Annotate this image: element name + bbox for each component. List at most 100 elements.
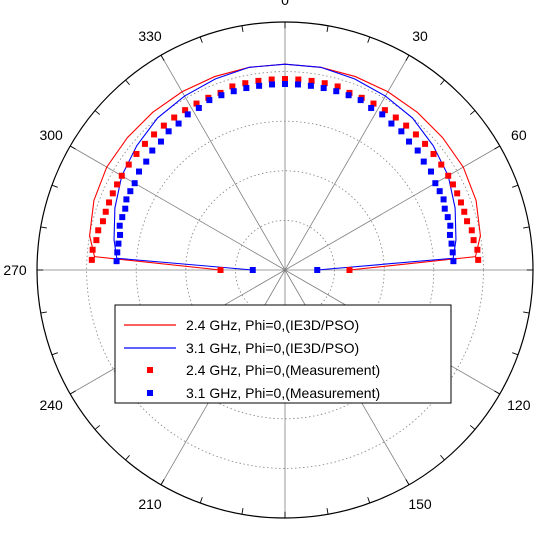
legend-label-meas-31: 3.1 GHz, Phi=0,(Measurement) [186, 385, 380, 401]
series-2-marker-17 [182, 107, 189, 114]
legend-swatch-meas-24 [147, 367, 153, 373]
series-2-marker-6 [102, 208, 109, 215]
series-3-marker-21 [230, 88, 237, 95]
angle-label-180: 180 [273, 532, 297, 535]
polar-tick-100 [523, 311, 530, 314]
polar-tick-260 [40, 311, 47, 314]
grid-spoke-60 [284, 145, 500, 271]
polar-tick-200 [199, 497, 203, 504]
series-3-marker-32 [368, 104, 375, 111]
series-2-marker-24 [268, 76, 275, 83]
polar-tick-350 [241, 25, 244, 32]
series-3-marker-35 [398, 128, 405, 135]
polar-tick-60 [494, 145, 500, 150]
series-3-marker-23 [256, 82, 263, 89]
series-3-marker-37 [414, 147, 421, 154]
polar-tick-340 [199, 36, 203, 43]
polar-tick-40 [440, 79, 445, 86]
angle-label-300: 300 [39, 127, 63, 143]
series-2-marker-50 [346, 267, 353, 273]
series-2-marker-16 [171, 114, 178, 121]
series-3-marker-14 [157, 138, 164, 145]
series-2-marker-40 [445, 172, 452, 179]
series-2-marker-5 [99, 218, 106, 225]
series-layer [88, 63, 482, 273]
series-3-marker-16 [175, 120, 182, 127]
angle-tick-labels: 0306090120150180210240270300330 [3, 0, 531, 535]
series-2-marker-43 [457, 199, 464, 206]
polar-grid [36, 21, 534, 519]
series-2-marker-9 [114, 181, 121, 188]
series-3-marker-38 [420, 158, 427, 165]
polar-tick-240 [70, 390, 76, 395]
series-2-marker-26 [295, 76, 302, 83]
series-2-marker-18 [193, 100, 200, 107]
series-3-marker-6 [119, 214, 126, 221]
polar-tick-290 [51, 184, 58, 188]
polar-tick-80 [523, 226, 530, 229]
polar-tick-170 [326, 508, 329, 515]
series-3-marker-44 [444, 214, 451, 221]
series-2-marker-23 [255, 77, 262, 84]
series-2-marker-4 [95, 227, 102, 234]
series-3-marker-40 [432, 180, 439, 187]
series-2-marker-36 [412, 131, 419, 138]
polar-tick-310 [94, 110, 101, 115]
series-3-marker-1 [113, 258, 120, 265]
series-3-marker-15 [165, 128, 172, 135]
series-2-marker-42 [454, 190, 461, 197]
series-2-marker-44 [461, 208, 468, 215]
polar-tick-280 [40, 226, 47, 229]
series-2-marker-38 [430, 150, 437, 157]
series-2-marker-2 [89, 246, 96, 253]
series-3-marker-28 [320, 85, 327, 92]
series-3-marker-45 [447, 222, 454, 229]
grid-spoke-30 [284, 55, 410, 271]
series-2-marker-29 [334, 83, 341, 90]
series-2-marker-1 [88, 256, 95, 263]
series-3-marker-7 [122, 205, 129, 212]
angle-label-150: 150 [408, 496, 432, 512]
polar-tick-210 [160, 479, 165, 485]
series-3-marker-50 [314, 267, 321, 273]
legend-label-ie3d-24: 2.4 GHz, Phi=0,(IE3D/PSO) [186, 317, 359, 333]
polar-tick-120 [494, 390, 500, 395]
angle-label-0: 0 [281, 0, 289, 8]
polar-tick-150 [405, 479, 410, 485]
series-2-marker-28 [321, 80, 328, 87]
series-3-marker-42 [440, 196, 447, 203]
series-2-marker-48 [474, 246, 481, 253]
series-2-marker-41 [449, 181, 456, 188]
polar-tick-20 [367, 36, 371, 43]
series-3-marker-8 [123, 196, 130, 203]
series-3-marker-47 [448, 240, 455, 247]
series-3-marker-9 [127, 188, 134, 195]
series-2-marker-11 [125, 161, 132, 168]
series-3-marker-30 [345, 92, 352, 99]
series-3-marker-24 [269, 81, 276, 88]
series-3-marker-29 [333, 88, 340, 95]
series-3-marker-17 [184, 111, 191, 118]
series-3-marker-12 [143, 158, 150, 165]
series-2-marker-37 [422, 140, 429, 147]
series-2-marker-39 [438, 161, 445, 168]
series-2-marker-8 [109, 190, 116, 197]
legend: 2.4 GHz, Phi=0,(IE3D/PSO) 3.1 GHz, Phi=0… [114, 304, 452, 404]
series-2-marker-3 [93, 237, 100, 244]
polar-tick-220 [125, 454, 130, 461]
angle-label-120: 120 [507, 397, 531, 413]
series-3-marker-36 [406, 138, 413, 145]
series-2-marker-0 [217, 267, 224, 273]
polar-tick-70 [512, 184, 519, 188]
series-3-marker-34 [388, 120, 395, 127]
series-2-marker-45 [464, 218, 471, 225]
series-line-1 [113, 63, 457, 271]
angle-label-30: 30 [412, 28, 428, 44]
series-2-marker-33 [381, 107, 388, 114]
legend-label-ie3d-31: 3.1 GHz, Phi=0,(IE3D/PSO) [186, 340, 359, 356]
polar-tick-230 [94, 425, 101, 430]
series-3-marker-27 [307, 82, 314, 89]
series-3-marker-33 [379, 111, 386, 118]
series-2-marker-14 [151, 131, 158, 138]
